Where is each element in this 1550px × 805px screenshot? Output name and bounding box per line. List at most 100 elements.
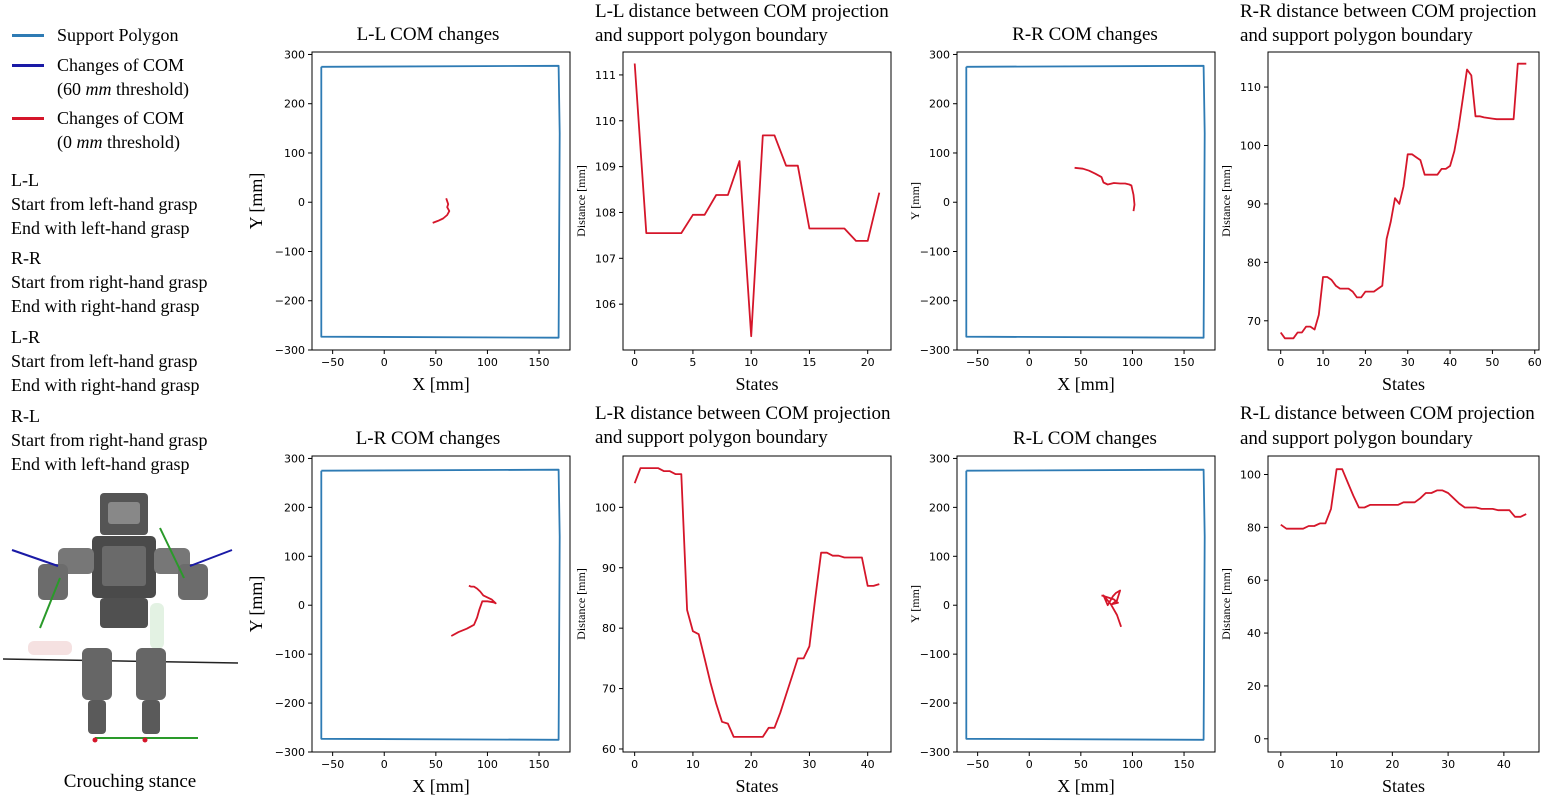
- rl-com-ytick-label: 100: [929, 550, 950, 563]
- ll-com-axes-frame: [312, 52, 570, 350]
- rr-com-series-support-polygon: [966, 66, 1204, 338]
- rr-dist-ytick-label: 110: [1240, 81, 1261, 94]
- ll-dist-ytick-label: 108: [595, 206, 616, 219]
- rl-dist-ytick-label: 80: [1247, 521, 1261, 534]
- ll-com-ytick-label: 200: [284, 98, 305, 111]
- rl-com-ytick-label: −300: [920, 746, 950, 759]
- lr-com-ytick-label: 300: [284, 452, 305, 465]
- rr-dist-ytick-label: 90: [1247, 198, 1261, 211]
- rr-dist-ytick-label: 100: [1240, 139, 1261, 152]
- rl-com-ytick-label: 200: [929, 501, 950, 514]
- ll-com-xtick-label: 0: [381, 356, 388, 369]
- lr-dist-title-line2: and support polygon boundary: [595, 427, 828, 448]
- lr-dist-ytick-label: 100: [595, 501, 616, 514]
- ll-com-ytick-label: −100: [275, 245, 305, 258]
- lr-dist-xtick-label: 30: [802, 758, 816, 771]
- ll-dist-ytick-label: 109: [595, 161, 616, 174]
- rr-dist-xtick-label: 20: [1358, 356, 1372, 369]
- ll-com-ytick-label: 0: [298, 196, 305, 209]
- rl-com-series-com-line: [1102, 591, 1122, 627]
- lr-dist-xtick-label: 0: [631, 758, 638, 771]
- lr-com-ytick-label: −100: [275, 648, 305, 661]
- ll-dist-ytick-label: 111: [595, 69, 616, 82]
- rl-com-ytick-label: 300: [929, 452, 950, 465]
- rl-com-ytick-label: −200: [920, 697, 950, 710]
- rl-dist-ytick-label: 100: [1240, 469, 1261, 482]
- lr-dist-series-com-line: [635, 468, 880, 737]
- ll-dist-xtick-label: 15: [802, 356, 816, 369]
- rr-com-ytick-label: −100: [920, 245, 950, 258]
- rr-com-ytick-label: 100: [929, 147, 950, 160]
- rl-dist-xtick-label: 0: [1277, 758, 1284, 771]
- lr-dist-ytick-label: 80: [602, 622, 616, 635]
- ll-dist-ytick-label: 107: [595, 252, 616, 265]
- rr-dist-xtick-label: 0: [1277, 356, 1284, 369]
- rr-dist-series-com-line: [1281, 64, 1527, 339]
- rl-dist-xtick-label: 40: [1497, 758, 1511, 771]
- rl-dist-ytick-label: 0: [1254, 733, 1261, 746]
- ll-com-ytick-label: −200: [275, 295, 305, 308]
- charts-canvas: L-L COM changes−50 0 50 100 150−300−200−1000…: [0, 0, 1550, 805]
- lr-dist-xtick-label: 10: [686, 758, 700, 771]
- rr-com-ytick-label: −300: [920, 344, 950, 357]
- lr-dist-axes-frame: [623, 456, 891, 752]
- ll-dist-ytick-label: 106: [595, 298, 616, 311]
- lr-com-series-support-polygon: [321, 470, 559, 740]
- rr-com-xtick-label: 50: [1074, 356, 1088, 369]
- rr-com-ytick-label: −200: [920, 295, 950, 308]
- ll-dist-title-line2: and support polygon boundary: [595, 25, 828, 46]
- ll-dist-axes-frame: [623, 52, 891, 350]
- rl-com-ytick-label: 0: [943, 599, 950, 612]
- lr-com-ytick-label: 0: [298, 599, 305, 612]
- rr-com-ytick-label: 0: [943, 196, 950, 209]
- ll-dist-ylabel: Distance [mm]: [574, 165, 588, 237]
- lr-com-series-com-line: [451, 586, 495, 636]
- rr-dist-xtick-label: 50: [1485, 356, 1499, 369]
- lr-com-ytick-label: 200: [284, 501, 305, 514]
- rr-dist-xlabel: States: [1382, 374, 1425, 394]
- ll-dist-xtick-label: 0: [631, 356, 638, 369]
- ll-dist-ytick-label: 110: [595, 115, 616, 128]
- rr-com-xtick-label: 0: [1026, 356, 1033, 369]
- lr-com-xlabel: X [mm]: [412, 776, 470, 796]
- rl-com-xlabel: X [mm]: [1057, 776, 1115, 796]
- lr-com-ytick-label: 100: [284, 550, 305, 563]
- rr-dist-title-line1: R-R distance between COM projection: [1240, 1, 1537, 22]
- rr-com-xtick-label: −50: [966, 356, 989, 369]
- rl-dist-xtick-label: 30: [1441, 758, 1455, 771]
- lr-dist-ytick-label: 70: [602, 683, 616, 696]
- rr-dist-ytick-label: 70: [1247, 315, 1261, 328]
- ll-com-xtick-label: 100: [477, 356, 498, 369]
- lr-com-ytick-label: −300: [275, 746, 305, 759]
- rl-dist-title-line2: and support polygon boundary: [1240, 428, 1473, 449]
- rr-com-ylabel: Y [mm]: [908, 182, 922, 220]
- rr-com-xtick-label: 150: [1174, 356, 1195, 369]
- rl-com-xtick-label: 0: [1026, 758, 1033, 771]
- rl-dist-ytick-label: 40: [1247, 627, 1261, 640]
- lr-com-xtick-label: 100: [477, 758, 498, 771]
- rl-dist-ytick-label: 20: [1247, 680, 1261, 693]
- lr-com-title: L-R COM changes: [356, 428, 501, 449]
- ll-dist-xlabel: States: [736, 374, 779, 394]
- rr-dist-xtick-label: 10: [1316, 356, 1330, 369]
- lr-com-xtick-label: 150: [529, 758, 550, 771]
- rr-com-axes-frame: [957, 52, 1215, 350]
- rl-com-xtick-label: −50: [966, 758, 989, 771]
- lr-dist-ytick-label: 60: [602, 743, 616, 756]
- ll-com-xtick-label: 150: [529, 356, 550, 369]
- rl-dist-title-line1: R-L distance between COM projection: [1240, 403, 1535, 424]
- rr-dist-title-line2: and support polygon boundary: [1240, 25, 1473, 46]
- lr-com-ylabel: Y [mm]: [246, 576, 266, 633]
- ll-com-ylabel: Y [mm]: [246, 173, 266, 230]
- rl-com-xtick-label: 150: [1174, 758, 1195, 771]
- rl-dist-axes-frame: [1268, 456, 1539, 752]
- rr-com-ytick-label: 200: [929, 98, 950, 111]
- ll-dist-xtick-label: 5: [689, 356, 696, 369]
- rr-com-ytick-label: 300: [929, 48, 950, 61]
- lr-dist-ytick-label: 90: [602, 562, 616, 575]
- rr-dist-ylabel: Distance [mm]: [1219, 165, 1233, 237]
- lr-dist-xtick-label: 40: [861, 758, 875, 771]
- lr-dist-xtick-label: 20: [744, 758, 758, 771]
- lr-dist-ylabel: Distance [mm]: [574, 568, 588, 640]
- rr-dist-xtick-label: 60: [1528, 356, 1542, 369]
